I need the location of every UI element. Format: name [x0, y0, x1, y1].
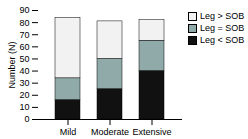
- html-text:Leg < SOB: Leg < SOB: [200, 35, 245, 45]
- svg-text:Moderate: Moderate: [91, 127, 129, 137]
- svg-text:80: 80: [19, 17, 29, 27]
- svg-text:Number (N): Number (N): [7, 41, 17, 88]
- svg-text:90: 90: [19, 5, 29, 15]
- svg-text:70: 70: [19, 30, 29, 40]
- html-text:Leg = SOB: Leg = SOB: [200, 23, 245, 33]
- svg-text:Extensive: Extensive: [132, 127, 171, 137]
- svg-text:20: 20: [19, 90, 29, 100]
- svg-text:30: 30: [19, 78, 29, 88]
- svg-text:10: 10: [19, 102, 29, 112]
- svg-text:60: 60: [19, 42, 29, 52]
- svg-text:0: 0: [24, 114, 29, 124]
- svg-text:Mild: Mild: [60, 127, 77, 137]
- html-text:Leg > SOB: Leg > SOB: [200, 11, 245, 21]
- svg-text:40: 40: [19, 66, 29, 76]
- svg-text:50: 50: [19, 54, 29, 64]
